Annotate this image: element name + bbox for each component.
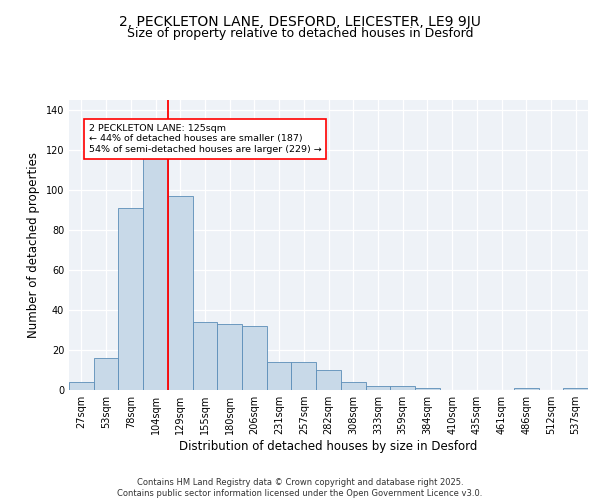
X-axis label: Distribution of detached houses by size in Desford: Distribution of detached houses by size … (179, 440, 478, 453)
Bar (514, 388, 539, 390)
Text: Contains HM Land Registry data © Crown copyright and database right 2025.
Contai: Contains HM Land Registry data © Crown c… (118, 478, 482, 498)
Bar (365, 386, 390, 390)
Bar (267, 362, 292, 390)
Bar (69, 382, 94, 390)
Bar (563, 388, 588, 390)
Bar (217, 324, 242, 390)
Text: Size of property relative to detached houses in Desford: Size of property relative to detached ho… (127, 28, 473, 40)
Bar (94, 358, 118, 390)
Bar (316, 370, 341, 390)
Bar (143, 132, 168, 390)
Bar (193, 322, 217, 390)
Text: 2, PECKLETON LANE, DESFORD, LEICESTER, LE9 9JU: 2, PECKLETON LANE, DESFORD, LEICESTER, L… (119, 15, 481, 29)
Text: 2 PECKLETON LANE: 125sqm
← 44% of detached houses are smaller (187)
54% of semi-: 2 PECKLETON LANE: 125sqm ← 44% of detach… (89, 124, 322, 154)
Bar (168, 196, 193, 390)
Bar (118, 208, 143, 390)
Bar (415, 388, 440, 390)
Bar (242, 326, 267, 390)
Bar (292, 362, 316, 390)
Bar (390, 386, 415, 390)
Y-axis label: Number of detached properties: Number of detached properties (27, 152, 40, 338)
Bar (341, 382, 365, 390)
